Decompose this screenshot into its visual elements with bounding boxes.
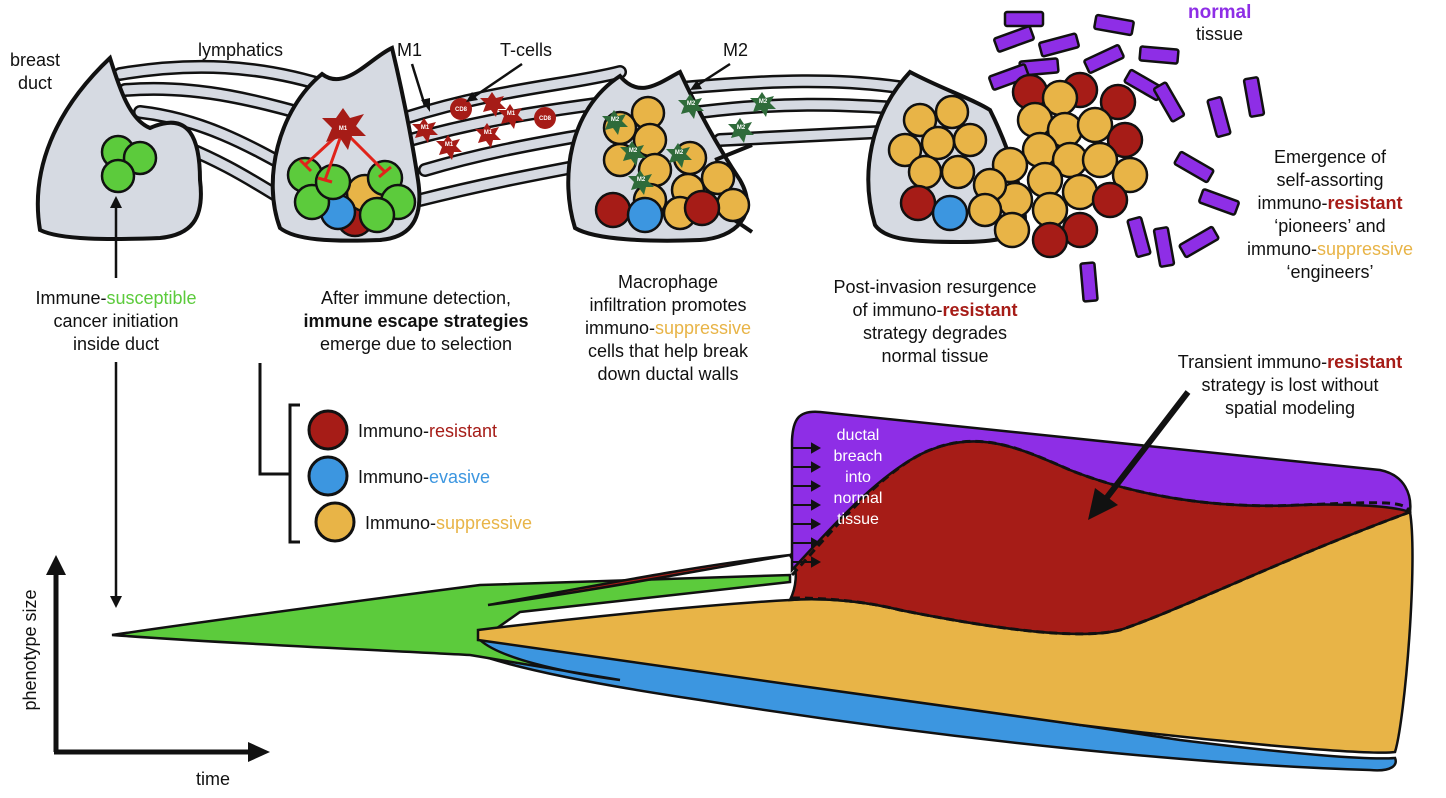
svg-text:CD8: CD8: [455, 107, 468, 113]
stage3-caption-line4: cells that help break: [588, 341, 749, 361]
immune-cells-vessels: M1 M1 M1 M1 CD8 CD8: [412, 92, 556, 160]
stage5-caption-line5: immuno-suppressive: [1247, 239, 1413, 259]
legend-item-evasive: Immuno-evasive: [358, 467, 490, 487]
invading-cells: [887, 71, 1149, 259]
m1-label: M1: [397, 40, 422, 60]
legend-item-resistant: Immuno-resistant: [358, 421, 497, 441]
y-axis-label: phenotype size: [20, 589, 40, 710]
svg-text:M2: M2: [629, 148, 638, 154]
legend-item-suppressive: Immuno-suppressive: [365, 513, 532, 533]
svg-text:M1: M1: [339, 126, 348, 132]
stage2-caption-line2: immune escape strategies: [303, 311, 528, 331]
stage5-caption-line3: immuno-resistant: [1257, 193, 1402, 213]
normal-tissue-label-line2: tissue: [1196, 24, 1243, 44]
breach-arrows: [793, 442, 822, 568]
stage5-caption-line2: self-assorting: [1276, 170, 1383, 190]
normal-tissue-cells: [988, 10, 1266, 303]
duct-3-broken-wall: [714, 143, 753, 162]
stage1-caption-line3: inside duct: [73, 334, 159, 354]
svg-text:M2: M2: [637, 177, 646, 183]
m2-label: M2: [723, 40, 748, 60]
susceptible-area: [111, 573, 792, 682]
susceptible-cells-duct-1: [100, 134, 158, 194]
svg-text:M1: M1: [445, 142, 454, 148]
m1-arrow: [410, 63, 427, 107]
svg-text:M2: M2: [759, 99, 768, 105]
svg-text:normal: normal: [834, 490, 883, 507]
tcells-label: T-cells: [500, 40, 552, 60]
svg-text:CD8: CD8: [539, 116, 552, 122]
stage3-caption-line2: infiltration promotes: [589, 295, 746, 315]
phenotype-plot: ductal breach into normal tissue: [111, 390, 1414, 772]
stage2-caption-line3: emerge due to selection: [320, 334, 512, 354]
stage3-caption-line3: immuno-suppressive: [585, 318, 751, 338]
svg-text:tissue: tissue: [837, 511, 879, 528]
x-axis-label: time: [196, 769, 230, 789]
axes: phenotype size time: [20, 555, 270, 789]
normal-tissue-label-line1: normal: [1188, 2, 1251, 23]
breach-label: ductal breach into normal tissue: [834, 427, 883, 528]
stage5-caption-line1: Emergence of: [1274, 147, 1387, 167]
stage4-caption-line2: of immuno-resistant: [852, 300, 1017, 320]
transient-caption-line1: Transient immuno-resistant: [1178, 352, 1402, 372]
transient-caption-line3: spatial modeling: [1225, 398, 1355, 418]
stage1-caption-line1: Immune-susceptible: [35, 288, 196, 308]
svg-text:M2: M2: [687, 101, 696, 107]
breast-duct-label-line2: duct: [18, 73, 52, 93]
stage5-caption-line4: ‘pioneers’ and: [1274, 216, 1385, 236]
stage4-caption-line4: normal tissue: [881, 346, 988, 366]
breast-duct-label-line1: breast: [10, 50, 60, 70]
svg-text:ductal: ductal: [837, 427, 880, 444]
stage1-caption-line2: cancer initiation: [53, 311, 178, 331]
duct-2-cells: [286, 156, 417, 238]
m1-macrophage-large: M1: [298, 108, 392, 184]
lymphatic-vessels: [113, 59, 912, 217]
svg-text:M1: M1: [507, 111, 516, 117]
svg-text:M1: M1: [421, 125, 430, 131]
transient-arrow: [1102, 390, 1191, 502]
stage2-caption-line1: After immune detection,: [321, 288, 511, 308]
m2-macrophages: [602, 92, 776, 195]
svg-text:M2: M2: [611, 117, 620, 123]
stage4-caption-line1: Post-invasion resurgence: [833, 277, 1036, 297]
lymphatics-label: lymphatics: [198, 40, 283, 60]
svg-text:into: into: [845, 469, 871, 486]
transient-caption-line2: strategy is lost without: [1201, 375, 1378, 395]
stage5-caption-line6: ‘engineers’: [1286, 262, 1373, 282]
tcells-arrow: [471, 62, 523, 100]
svg-text:M2: M2: [737, 125, 746, 131]
stage4-caption-line3: strategy degrades: [863, 323, 1007, 343]
svg-text:breach: breach: [834, 448, 883, 465]
svg-text:M1: M1: [484, 130, 493, 136]
duct-3-cells: [594, 95, 751, 234]
svg-text:M2: M2: [675, 150, 684, 156]
m2-arrow: [695, 62, 731, 88]
legend: Immuno-resistant Immuno-evasive Immuno-s…: [258, 363, 532, 544]
stage3-caption-line1: Macrophage: [618, 272, 718, 292]
stage3-caption-line5: down ductal walls: [597, 364, 738, 384]
